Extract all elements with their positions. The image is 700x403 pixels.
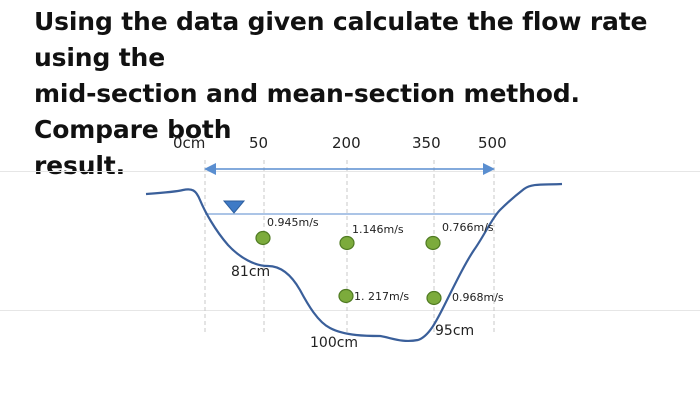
station-label-500: 500 <box>478 134 507 152</box>
question-line-1: Using the data given calculate the flow … <box>34 7 648 72</box>
question-line-2: mid-section and mean-section method. Com… <box>34 79 580 144</box>
water-level-triangle-icon <box>222 200 246 214</box>
velocity-label-5: 0.968m/s <box>452 291 504 304</box>
velocity-label-2: 1.146m/s <box>352 223 404 236</box>
channel-bed-profile <box>145 182 563 343</box>
depth-label-3: 95cm <box>435 323 474 339</box>
velocity-label-1: 0.945m/s <box>267 216 319 229</box>
velocity-label-3: 0.766m/s <box>442 221 494 234</box>
velocity-marker-2 <box>339 235 355 251</box>
station-label-350: 350 <box>412 134 441 152</box>
question-text: Using the data given calculate the flow … <box>34 4 684 184</box>
depth-label-1: 81cm <box>231 264 270 280</box>
velocity-label-4: 1. 217m/s <box>354 290 409 303</box>
question-line-3: result. <box>34 151 125 180</box>
depth-label-2: 100cm <box>310 335 358 351</box>
velocity-marker-1 <box>255 230 271 246</box>
station-label-0: 0cm <box>173 134 205 152</box>
velocity-marker-5 <box>426 290 442 306</box>
station-label-50: 50 <box>249 134 268 152</box>
velocity-marker-3 <box>425 235 441 251</box>
station-label-200: 200 <box>332 134 361 152</box>
velocity-marker-4 <box>338 288 354 304</box>
background-rule-2 <box>0 310 700 311</box>
